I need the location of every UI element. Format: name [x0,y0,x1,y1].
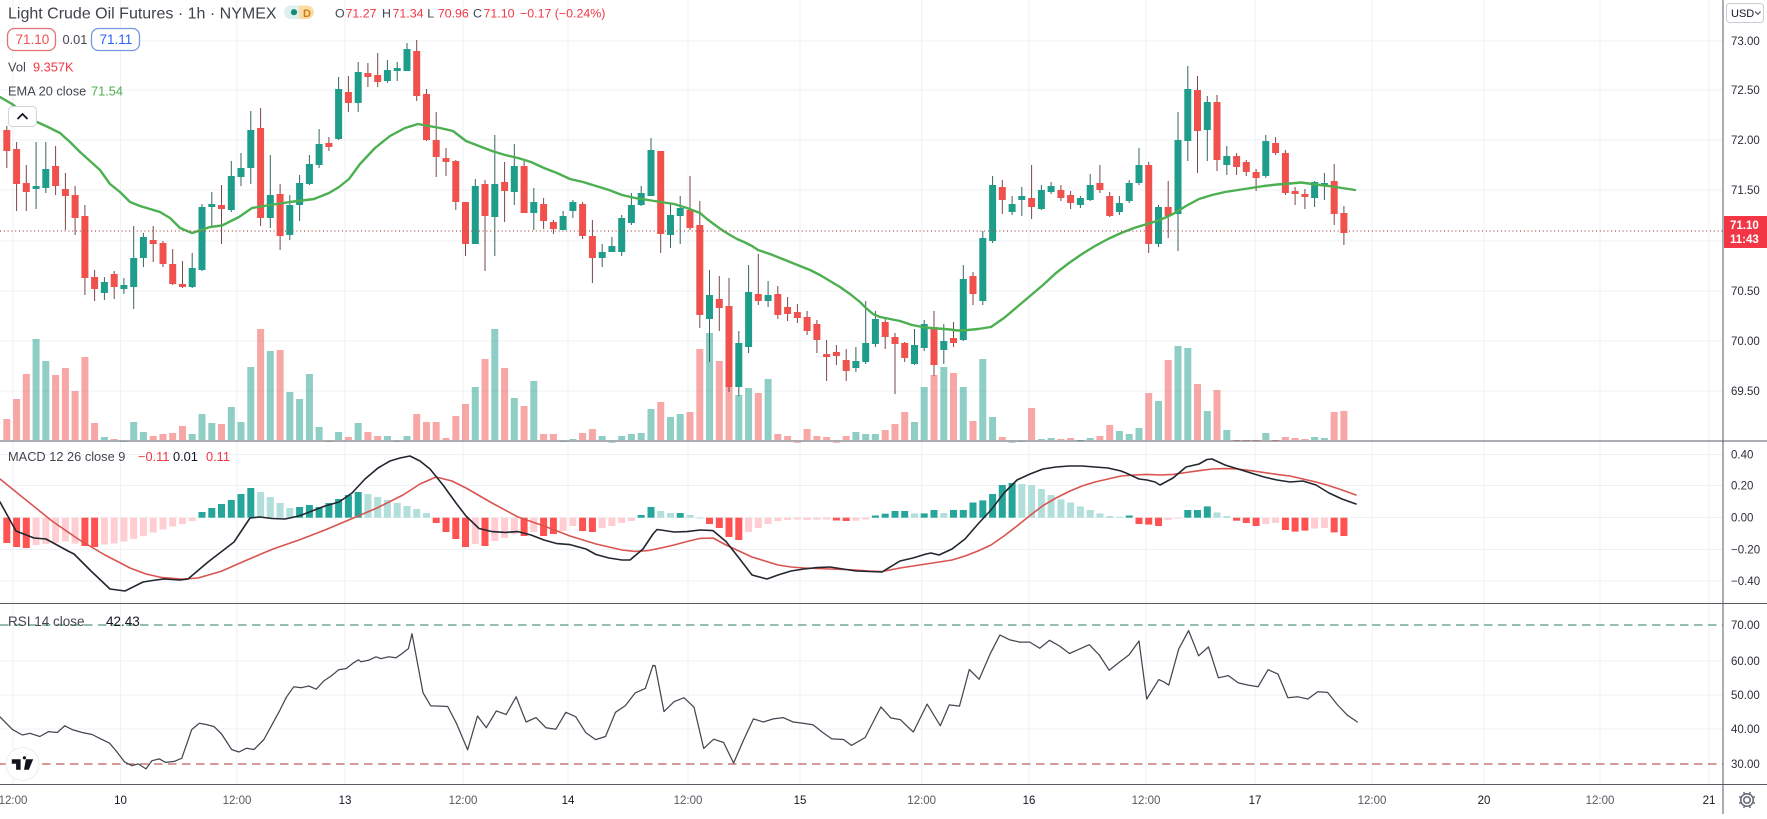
svg-text:71.34: 71.34 [393,7,424,21]
svg-text:70.50: 70.50 [1731,286,1760,298]
svg-text:71.54: 71.54 [91,84,123,99]
svg-text:USD: USD [1731,8,1754,20]
svg-text:71.10: 71.10 [16,32,50,47]
svg-text:−0.20: −0.20 [1731,545,1760,557]
svg-text:D: D [303,8,311,20]
svg-text:0.01: 0.01 [173,449,198,464]
svg-text:0.20: 0.20 [1731,481,1753,493]
svg-text:17: 17 [1249,795,1262,807]
svg-text:70.96: 70.96 [438,7,469,21]
svg-text:70.00: 70.00 [1731,336,1760,348]
svg-text:20: 20 [1478,795,1491,807]
svg-text:14: 14 [562,795,575,807]
svg-text:L: L [427,7,434,21]
svg-text:0.40: 0.40 [1731,450,1753,462]
svg-text:12:00: 12:00 [449,795,478,807]
svg-text:15: 15 [794,795,807,807]
svg-text:10: 10 [114,795,127,807]
svg-text:50.00: 50.00 [1731,690,1760,702]
svg-text:21: 21 [1703,795,1716,807]
svg-text:71.10: 71.10 [1730,220,1759,232]
svg-text:69.50: 69.50 [1731,386,1760,398]
svg-text:42.43: 42.43 [106,614,140,629]
svg-text:H: H [382,7,391,21]
svg-text:0.00: 0.00 [1731,513,1753,525]
svg-text:40.00: 40.00 [1731,724,1760,736]
svg-text:73.00: 73.00 [1731,36,1760,48]
svg-text:12:00: 12:00 [1132,795,1161,807]
svg-text:12:00: 12:00 [0,795,27,807]
svg-text:C: C [473,7,482,21]
svg-text:Vol: Vol [8,60,26,75]
svg-text:71.11: 71.11 [100,32,133,47]
svg-text:16: 16 [1023,795,1036,807]
svg-text:EMA 20 close: EMA 20 close [8,84,86,99]
svg-text:12:00: 12:00 [1358,795,1387,807]
svg-text:12:00: 12:00 [674,795,703,807]
svg-text:0.01: 0.01 [63,32,88,47]
svg-text:13: 13 [339,795,352,807]
svg-text:MACD 12 26 close 9: MACD 12 26 close 9 [8,449,125,464]
svg-text:72.50: 72.50 [1731,85,1760,97]
svg-text:70.00: 70.00 [1731,620,1760,632]
svg-text:−0.11: −0.11 [138,449,169,464]
svg-text:−0.40: −0.40 [1731,576,1760,588]
svg-text:Light Crude Oil Futures · 1h ·: Light Crude Oil Futures · 1h · NYMEX [8,6,277,23]
svg-text:30.00: 30.00 [1731,759,1760,771]
svg-text:72.00: 72.00 [1731,135,1760,147]
svg-text:71.50: 71.50 [1731,185,1760,197]
svg-text:RSI 14 close: RSI 14 close [8,614,85,629]
svg-text:12:00: 12:00 [907,795,936,807]
svg-text:71.27: 71.27 [346,7,377,21]
svg-text:12:00: 12:00 [223,795,252,807]
svg-text:9.357K: 9.357K [33,60,74,75]
svg-text:−0.17 (−0.24%): −0.17 (−0.24%) [520,7,605,21]
svg-text:O: O [335,7,345,21]
svg-text:71.10: 71.10 [484,7,515,21]
svg-text:12:00: 12:00 [1586,795,1615,807]
svg-text:0.11: 0.11 [206,449,230,464]
svg-text:11:43: 11:43 [1730,234,1759,246]
svg-text:60.00: 60.00 [1731,656,1760,668]
